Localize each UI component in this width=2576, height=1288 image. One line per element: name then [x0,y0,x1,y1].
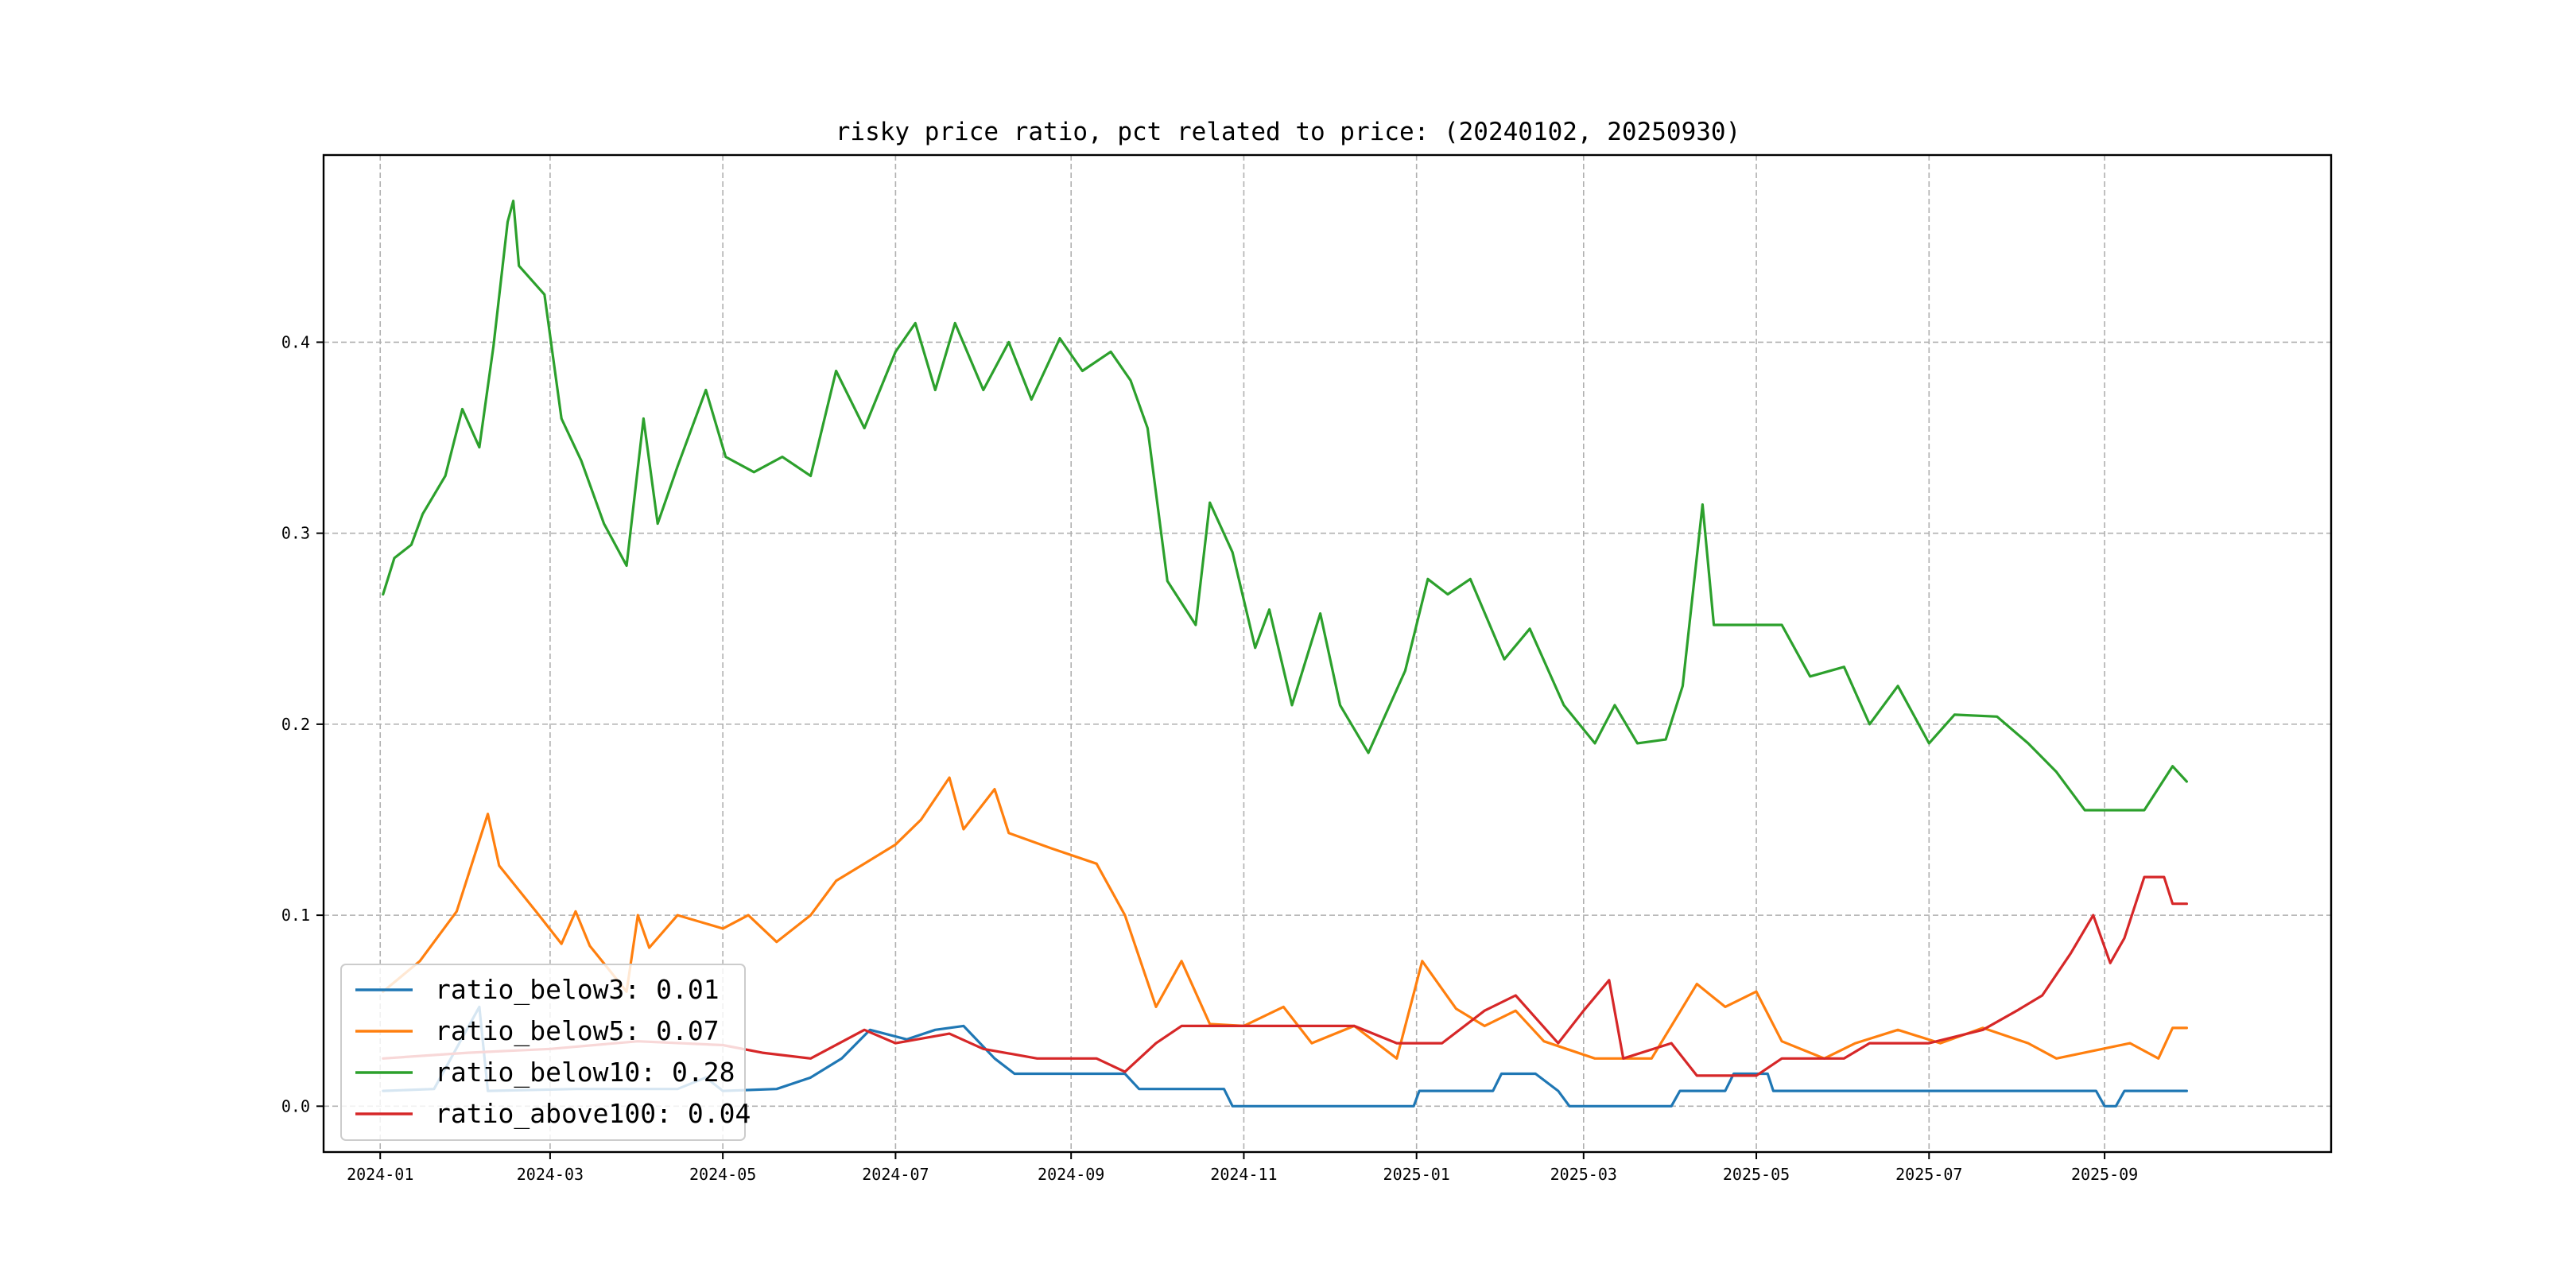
y-tick-label: 0.2 [281,715,310,734]
grid [324,155,2331,1152]
plot-frame [322,153,2333,1154]
legend-label-ratio-below3: ratio_below3: 0.01 [435,974,720,1006]
x-tick-label: 2024-07 [862,1165,929,1184]
legend-box [340,964,746,1141]
series-line-ratio-above100 [382,875,2188,1077]
series-line-ratio-below5 [382,776,2188,1060]
y-axis: 0.0 0.1 0.2 0.3 0.4 [281,332,324,1115]
x-axis: 2024-01 2024-03 2024-05 2024-07 2024-09 2024-… [347,1152,2138,1184]
x-tick-label: 2025-01 [1383,1165,1450,1184]
x-tick-label: 2025-09 [2071,1165,2138,1184]
chart-title: risky price ratio, pct related to price:… [836,118,1740,146]
x-tick-label: 2024-11 [1210,1165,1277,1184]
legend-label-ratio-below10: ratio_below10: 0.28 [435,1057,735,1088]
x-tick-label: 2024-03 [517,1165,584,1184]
x-tick-label: 2025-07 [1895,1165,1962,1184]
y-tick-label: 0.3 [281,524,310,543]
legend: ratio_below3: 0.01 ratio_below5: 0.07 rati… [340,964,751,1141]
y-tick-label: 0.4 [281,332,310,351]
legend-label-ratio-above100: ratio_above100: 0.04 [435,1098,751,1130]
x-tick-label: 2025-03 [1550,1165,1617,1184]
y-tick-label: 0.1 [281,906,310,925]
y-tick-label: 0.0 [281,1096,310,1115]
legend-label-ratio-below5: ratio_below5: 0.07 [435,1015,720,1047]
x-tick-label: 2025-05 [1723,1165,1790,1184]
x-tick-label: 2024-09 [1038,1165,1104,1184]
x-tick-label: 2024-05 [689,1165,756,1184]
series-line-ratio-below10 [382,200,2188,812]
x-tick-label: 2024-01 [347,1165,413,1184]
